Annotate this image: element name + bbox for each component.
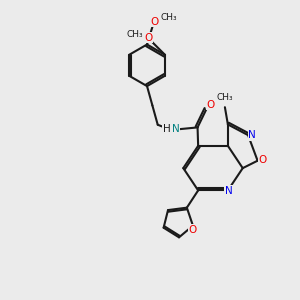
Text: O: O: [258, 155, 266, 165]
Text: O: O: [189, 225, 197, 235]
Text: O: O: [206, 100, 215, 110]
Text: H: H: [163, 124, 170, 134]
Text: O: O: [151, 17, 159, 27]
Text: CH₃: CH₃: [160, 13, 177, 22]
Text: CH₃: CH₃: [126, 30, 143, 39]
Text: N: N: [248, 130, 256, 140]
Text: O: O: [144, 33, 152, 43]
Text: N: N: [225, 186, 232, 196]
Text: N: N: [172, 124, 179, 134]
Text: CH₃: CH₃: [217, 93, 233, 102]
